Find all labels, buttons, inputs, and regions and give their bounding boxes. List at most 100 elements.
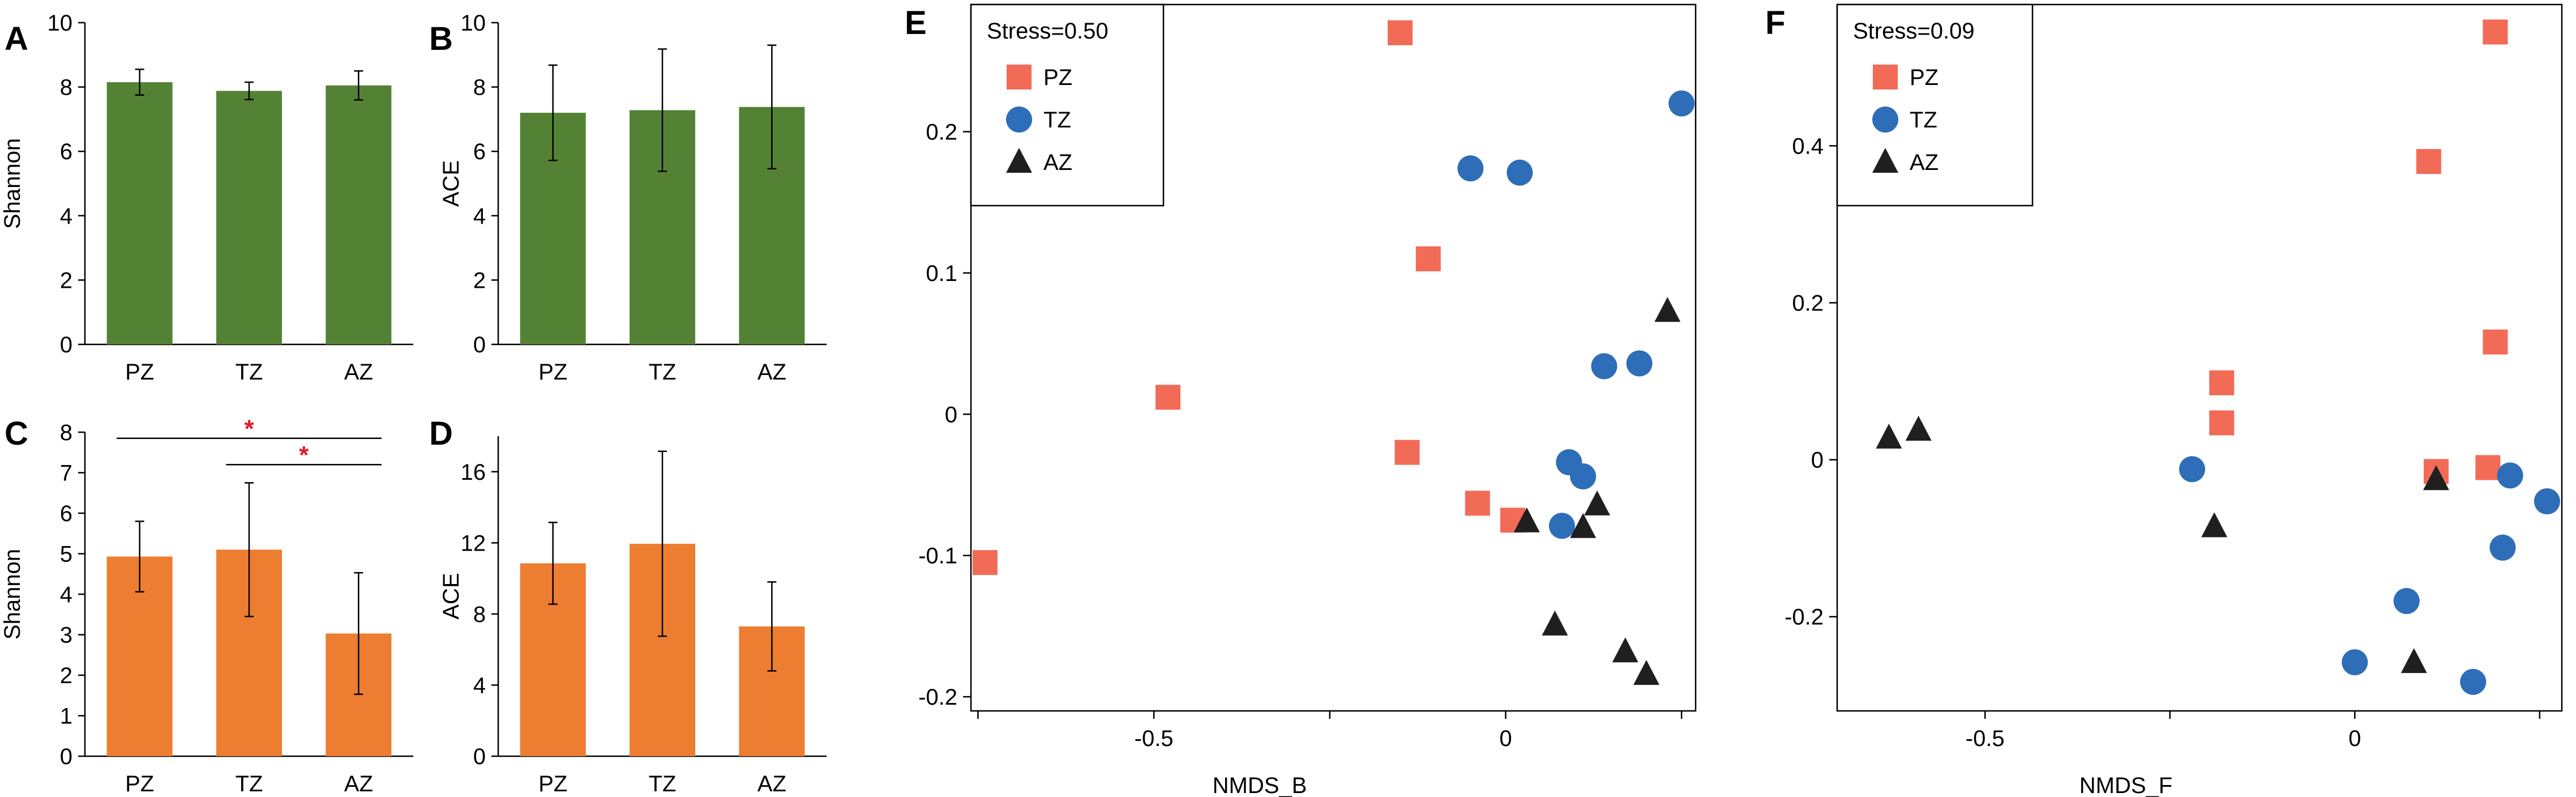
x-tick-label: TZ <box>649 772 677 796</box>
x-tick-label: AZ <box>758 772 786 796</box>
significance-star: * <box>299 441 309 469</box>
point-az <box>1513 507 1540 532</box>
panel-e: E -0.2 -0.1 0 0.1 0.2 -0.5 0 NMDS_B Stress=0.50 PZ… <box>905 3 1697 797</box>
point-az <box>2423 465 2449 491</box>
y-tick-label: 1 <box>60 704 72 729</box>
y-tick-label: 8 <box>60 75 72 100</box>
point-pz <box>972 550 998 576</box>
y-tick-label: -0.2 <box>918 685 957 710</box>
y-tick-label: 0.2 <box>926 120 957 144</box>
point-pz <box>1155 385 1180 410</box>
panel-b: B 0 2 4 6 8 10 ACE PZ TZ AZ <box>429 11 827 385</box>
legend-marker-az <box>1006 148 1032 173</box>
legend-marker-tz <box>1006 106 1032 133</box>
point-az <box>1905 415 1932 441</box>
significance-star: * <box>244 415 254 443</box>
y-tick-label: 2 <box>60 663 72 688</box>
y-tick-label: 0 <box>473 744 486 769</box>
point-tz <box>1668 90 1695 117</box>
y-tick-label: 6 <box>60 501 72 526</box>
point-az <box>1633 660 1660 685</box>
y-tick-label: 8 <box>473 602 486 627</box>
y-axis-title: Shannon <box>0 138 25 229</box>
point-tz <box>1457 155 1484 182</box>
point-tz <box>2179 456 2205 483</box>
legend-label-az: AZ <box>1043 150 1072 175</box>
y-tick-label: 0 <box>473 333 486 357</box>
panel-d: D 0 4 8 12 16 ACE PZ TZ AZ <box>429 415 827 796</box>
y-tick-label: 6 <box>60 139 72 164</box>
y-tick-label: 2 <box>473 268 486 293</box>
legend-label-pz: PZ <box>1910 65 1939 90</box>
stress-label: Stress=0.09 <box>1853 19 1975 44</box>
x-axis-title: NMDS_B <box>1213 773 1307 797</box>
y-axis-title: Shannon <box>0 549 25 640</box>
panel-letter: E <box>905 5 927 41</box>
panel-letter: C <box>5 415 28 452</box>
panel-letter: F <box>1765 5 1785 41</box>
y-tick-label: 0 <box>945 402 957 427</box>
bar-tz <box>216 91 282 344</box>
y-tick-label: 4 <box>60 204 72 229</box>
point-tz <box>2460 668 2487 695</box>
point-pz <box>2416 149 2441 174</box>
panel-letter: D <box>429 415 453 452</box>
point-tz <box>2489 534 2516 561</box>
point-tz <box>2342 649 2368 676</box>
point-pz <box>1394 440 1420 465</box>
y-tick-label: 7 <box>60 461 72 486</box>
x-tick-label: AZ <box>344 772 373 796</box>
legend-label-az: AZ <box>1910 150 1939 175</box>
y-tick-label: -0.2 <box>1785 605 1824 630</box>
point-tz <box>1570 463 1597 489</box>
bar-pz <box>106 82 173 344</box>
y-tick-label: 10 <box>48 11 73 36</box>
y-tick-label: 2 <box>60 268 72 293</box>
y-tick-label: 8 <box>60 420 72 445</box>
y-tick-label: 0 <box>1811 448 1824 473</box>
y-tick-label: 4 <box>473 204 486 229</box>
y-tick-label: 16 <box>461 460 486 485</box>
point-az <box>1584 490 1611 515</box>
y-tick-label: -0.1 <box>918 544 957 569</box>
point-az <box>1612 637 1638 663</box>
y-tick-label: 10 <box>461 11 486 36</box>
legend: Stress=0.50 PZ TZ AZ <box>970 3 1165 207</box>
x-tick-label: 0 <box>1499 726 1512 751</box>
point-az <box>2400 648 2427 674</box>
legend-label-pz: PZ <box>1043 65 1072 90</box>
point-pz <box>1388 20 1413 45</box>
x-tick-label: AZ <box>758 360 786 385</box>
panel-a: A 0 2 4 6 8 10 Shannon PZ TZ AZ <box>0 11 413 385</box>
panel-f: F -0.2 0 0.2 0.4 -0.5 0 NMDS_F Stress=0.09 PZ TZ AZ <box>1765 3 2563 797</box>
y-tick-label: 5 <box>60 542 72 567</box>
point-az <box>1876 423 1902 449</box>
legend-label-tz: TZ <box>1043 108 1071 133</box>
panel-c: C 0 1 2 3 4 5 6 7 8 Shannon PZ TZ AZ * * <box>0 415 413 796</box>
y-tick-label: 0.2 <box>1792 291 1824 316</box>
point-az <box>1654 297 1681 322</box>
x-tick-label: -0.5 <box>1135 726 1174 751</box>
point-tz <box>1548 513 1575 539</box>
panel-letter: A <box>5 20 28 57</box>
x-tick-label: AZ <box>344 360 373 385</box>
point-az <box>2201 512 2228 538</box>
point-tz <box>1507 159 1533 186</box>
x-tick-label: PZ <box>125 360 154 385</box>
legend-label-tz: TZ <box>1910 108 1937 133</box>
y-tick-label: 6 <box>473 139 486 164</box>
bar-az <box>326 85 392 344</box>
legend-marker-az <box>1872 148 1898 173</box>
point-pz <box>2209 410 2235 436</box>
legend-marker-pz <box>1873 65 1898 89</box>
x-tick-label: -0.5 <box>1966 726 2005 751</box>
y-tick-label: 0 <box>60 744 72 769</box>
point-tz <box>2534 488 2560 515</box>
y-tick-label: 0.1 <box>926 261 957 286</box>
point-tz <box>2497 462 2523 489</box>
y-tick-label: 12 <box>461 531 486 556</box>
point-pz <box>2483 329 2508 355</box>
legend: Stress=0.09 PZ TZ AZ <box>1836 3 2034 207</box>
y-tick-label: 0.4 <box>1792 134 1824 159</box>
x-tick-label: 0 <box>2348 726 2361 751</box>
